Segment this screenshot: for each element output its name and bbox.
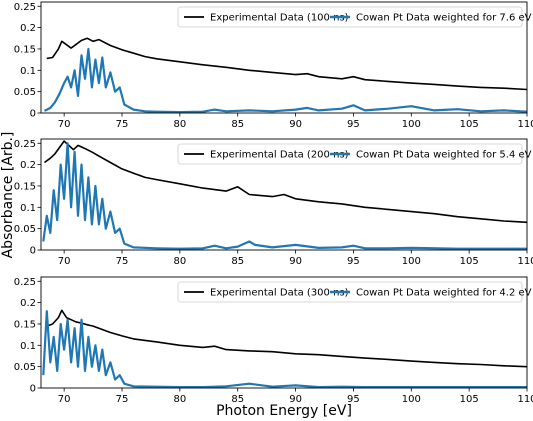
- x-tick-label: 70: [58, 119, 71, 130]
- x-tick-label: 90: [289, 256, 302, 267]
- panel-3: 70 75 80 85 90 95 100 105 110 0 0.05 0.1 0.15 0.2 0.25…: [14, 276, 533, 405]
- x-tick-label: 80: [173, 256, 186, 267]
- y-tick-label: 0: [30, 384, 36, 395]
- legend: Experimental Data (100 ns) Cowan Pt Data …: [177, 6, 532, 28]
- series-line-experimental: [46, 309, 527, 368]
- series-line-experimental: [46, 37, 527, 91]
- x-tick-label: 110: [517, 256, 533, 267]
- x-tick-label: 105: [460, 119, 479, 130]
- x-tick-label: 85: [231, 119, 244, 130]
- legend-label: Experimental Data (100 ns): [210, 13, 349, 24]
- x-tick-label: 70: [58, 394, 71, 405]
- y-tick-label: 0.15: [14, 181, 36, 192]
- x-tick-label: 80: [173, 394, 186, 405]
- x-tick-label: 75: [116, 256, 129, 267]
- legend-label: Experimental Data (300 ns): [210, 288, 349, 299]
- x-tick-label: 110: [517, 394, 533, 405]
- y-axis-label: Absorbance [Arb.]: [0, 132, 16, 259]
- x-tick-label: 90: [289, 119, 302, 130]
- x-tick-label: 95: [347, 119, 360, 130]
- legend-label: Experimental Data (200 ns): [210, 150, 349, 161]
- series-line-cowan: [42, 310, 527, 388]
- x-tick-label: 95: [347, 256, 360, 267]
- x-tick-label: 105: [460, 256, 479, 267]
- series-line-cowan: [42, 142, 527, 250]
- y-tick-label: 0.05: [14, 87, 36, 98]
- x-tick-label: 100: [402, 256, 421, 267]
- y-tick-label: 0.2: [20, 298, 36, 309]
- y-tick-label: 0.25: [14, 277, 36, 288]
- x-tick-label: 75: [116, 394, 129, 405]
- panel-2: 70 75 80 85 90 95 100 105 110 0 0.05 0.1 0.15 0.2 0.25…: [14, 138, 533, 267]
- y-tick-label: 0.1: [20, 203, 36, 214]
- plot-frame: [40, 276, 528, 389]
- plot-frame: [40, 138, 528, 251]
- x-tick-label: 85: [231, 394, 244, 405]
- x-tick-label: 90: [289, 394, 302, 405]
- y-tick-label: 0.1: [20, 341, 36, 352]
- legend-label: Cowan Pt Data weighted for 7.6 eV: [356, 13, 532, 24]
- y-tick-label: 0.2: [20, 160, 36, 171]
- legend-label: Cowan Pt Data weighted for 4.2 eV: [356, 288, 532, 299]
- x-tick-label: 100: [402, 119, 421, 130]
- x-tick-label: 85: [231, 256, 244, 267]
- legend: Experimental Data (200 ns) Cowan Pt Data …: [177, 143, 532, 165]
- y-tick-label: 0.1: [20, 66, 36, 77]
- x-tick-label: 95: [347, 394, 360, 405]
- y-tick-label: 0.2: [20, 23, 36, 34]
- y-tick-label: 0.15: [14, 44, 36, 55]
- x-tick-label: 75: [116, 119, 129, 130]
- legend-label: Cowan Pt Data weighted for 5.4 eV: [356, 150, 532, 161]
- y-tick-label: 0.25: [14, 2, 36, 13]
- legend: Experimental Data (300 ns) Cowan Pt Data …: [177, 281, 532, 303]
- panels: 70 75 80 85 90 95 100 105 110 0 0.05 0.1 0.15 0.2 0.25…: [14, 1, 533, 405]
- y-tick-label: 0: [30, 246, 36, 257]
- x-axis-label: Photon Energy [eV]: [216, 403, 352, 419]
- x-tick-label: 110: [517, 119, 533, 130]
- y-tick-label: 0: [30, 109, 36, 120]
- plot-frame: [40, 1, 528, 114]
- y-tick-label: 0.25: [14, 139, 36, 150]
- x-tick-label: 100: [402, 394, 421, 405]
- x-tick-label: 105: [460, 394, 479, 405]
- y-tick-label: 0.05: [14, 362, 36, 373]
- x-tick-label: 70: [58, 256, 71, 267]
- y-tick-label: 0.15: [14, 319, 36, 330]
- x-tick-label: 80: [173, 119, 186, 130]
- series-line-experimental: [44, 140, 527, 224]
- y-tick-label: 0.05: [14, 224, 36, 235]
- panel-1: 70 75 80 85 90 95 100 105 110 0 0.05 0.1 0.15 0.2 0.25…: [14, 1, 533, 130]
- series-line-cowan: [43, 47, 527, 113]
